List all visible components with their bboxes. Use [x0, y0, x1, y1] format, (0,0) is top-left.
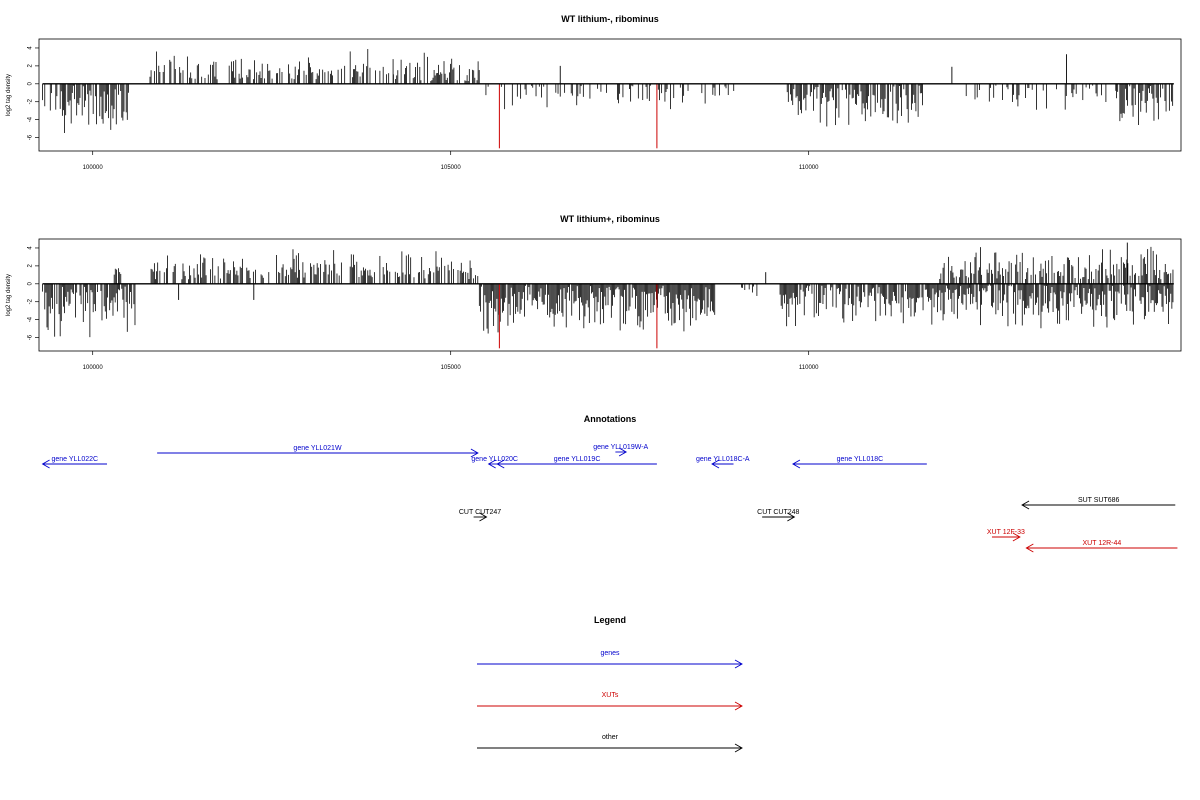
- track-plot-lithium-minus: WT lithium-, ribominus log2 tag density …: [6, 14, 1182, 171]
- x-tick-label: 100000: [83, 365, 104, 371]
- legend-item: XUTs: [477, 692, 743, 711]
- feature-arrowhead: [792, 459, 801, 469]
- annotation-label: gene YLL018C: [837, 456, 884, 463]
- annotation-feature[interactable]: gene YLL020C: [471, 456, 518, 469]
- y-tick-label: 2: [28, 64, 34, 68]
- annotation-feature[interactable]: CUT CUT247: [459, 509, 501, 522]
- annotation-feature[interactable]: gene YLL019C: [496, 456, 657, 469]
- feature-arrowhead: [41, 459, 50, 469]
- annotation-features: gene YLL022C gene YLL021W gene YLL020C gene…: [41, 444, 1178, 553]
- feature-arrowhead: [787, 512, 796, 522]
- annotation-feature[interactable]: XUT 12F-33: [987, 529, 1025, 542]
- plot-frame: [38, 238, 1182, 352]
- annotation-label: XUT 12R-44: [1083, 540, 1122, 547]
- track-plot-lithium-plus: WT lithium+, ribominus log2 tag density …: [6, 214, 1182, 371]
- y-tick-label: -4: [28, 316, 34, 322]
- annotation-feature[interactable]: gene YLL019W-A: [593, 444, 649, 457]
- x-tick-label: 110000: [799, 165, 819, 171]
- plot-frame: [38, 38, 1182, 152]
- annotations-title: Annotations: [584, 414, 637, 424]
- feature-arrowhead: [496, 459, 505, 469]
- legend-item: genes: [477, 650, 743, 669]
- annotation-label: CUT CUT247: [459, 509, 501, 516]
- feature-arrowhead: [734, 743, 743, 753]
- y-tick-label: 0: [28, 81, 34, 85]
- y-tick-label: 4: [28, 46, 34, 50]
- bars-group: [42, 49, 1174, 149]
- x-tick-label: 105000: [441, 165, 462, 171]
- y-tick-label: -6: [28, 134, 34, 140]
- annotation-feature[interactable]: gene YLL021W: [157, 445, 479, 458]
- feature-arrowhead: [487, 459, 496, 469]
- axes-group: 4 2 0 -2 -4 -6 100000 105000 110000: [28, 46, 1174, 171]
- x-tick-label: 100000: [83, 165, 104, 171]
- feature-arrowhead: [1012, 532, 1021, 542]
- annotation-label: gene YLL020C: [471, 456, 518, 463]
- feature-arrowhead: [1025, 543, 1034, 553]
- annotation-label: XUT 12F-33: [987, 529, 1025, 536]
- feature-arrowhead: [1021, 500, 1030, 510]
- y-tick-label: -2: [28, 98, 34, 104]
- y-axis-label: log2 tag density: [6, 74, 12, 116]
- track-title-lithium-plus: WT lithium+, ribominus: [560, 214, 660, 224]
- y-tick-label: -2: [28, 298, 34, 304]
- annotation-feature[interactable]: gene YLL018C: [792, 456, 927, 469]
- annotation-label: gene YLL019C: [554, 456, 601, 463]
- annotation-feature[interactable]: gene YLL018C-A: [696, 456, 750, 469]
- annotation-label: gene YLL022C: [52, 456, 99, 463]
- y-tick-label: 2: [28, 264, 34, 268]
- annotation-label: gene YLL021W: [293, 445, 342, 452]
- feature-arrowhead: [734, 659, 743, 669]
- y-tick-label: -4: [28, 116, 34, 122]
- legend-label: other: [602, 734, 619, 741]
- y-tick-label: 0: [28, 281, 34, 285]
- legend-items: genes XUTs other: [477, 650, 743, 753]
- feature-arrowhead: [470, 448, 479, 458]
- bars-group: [42, 242, 1174, 349]
- feature-arrowhead: [618, 447, 628, 457]
- y-tick-label: -6: [28, 334, 34, 340]
- feature-arrowhead: [711, 459, 720, 469]
- legend-title: Legend: [594, 615, 626, 625]
- annotation-feature[interactable]: CUT CUT248: [757, 509, 800, 522]
- annotation-feature[interactable]: XUT 12R-44: [1025, 540, 1178, 553]
- x-tick-label: 105000: [441, 365, 462, 371]
- y-tick-label: 4: [28, 246, 34, 250]
- annotation-label: gene YLL019W-A: [593, 444, 648, 451]
- track-title-lithium-minus: WT lithium-, ribominus: [561, 14, 659, 24]
- annotation-feature[interactable]: SUT SUT686: [1021, 497, 1176, 510]
- legend-panel: Legend genes XUTs other: [477, 615, 743, 753]
- feature-arrowhead: [479, 512, 488, 522]
- legend-label: genes: [600, 650, 620, 657]
- feature-arrowhead: [734, 701, 743, 711]
- x-tick-label: 110000: [799, 365, 819, 371]
- legend-item: other: [477, 734, 743, 753]
- axes-group: 4 2 0 -2 -4 -6 100000 105000 110000: [28, 246, 1174, 371]
- annotation-label: gene YLL018C-A: [696, 456, 750, 463]
- legend-label: XUTs: [602, 692, 619, 699]
- annotation-feature[interactable]: gene YLL022C: [41, 456, 108, 469]
- annotation-label: CUT CUT248: [757, 509, 799, 516]
- y-axis-label: log2 tag density: [6, 274, 12, 316]
- annotation-label: SUT SUT686: [1078, 497, 1120, 504]
